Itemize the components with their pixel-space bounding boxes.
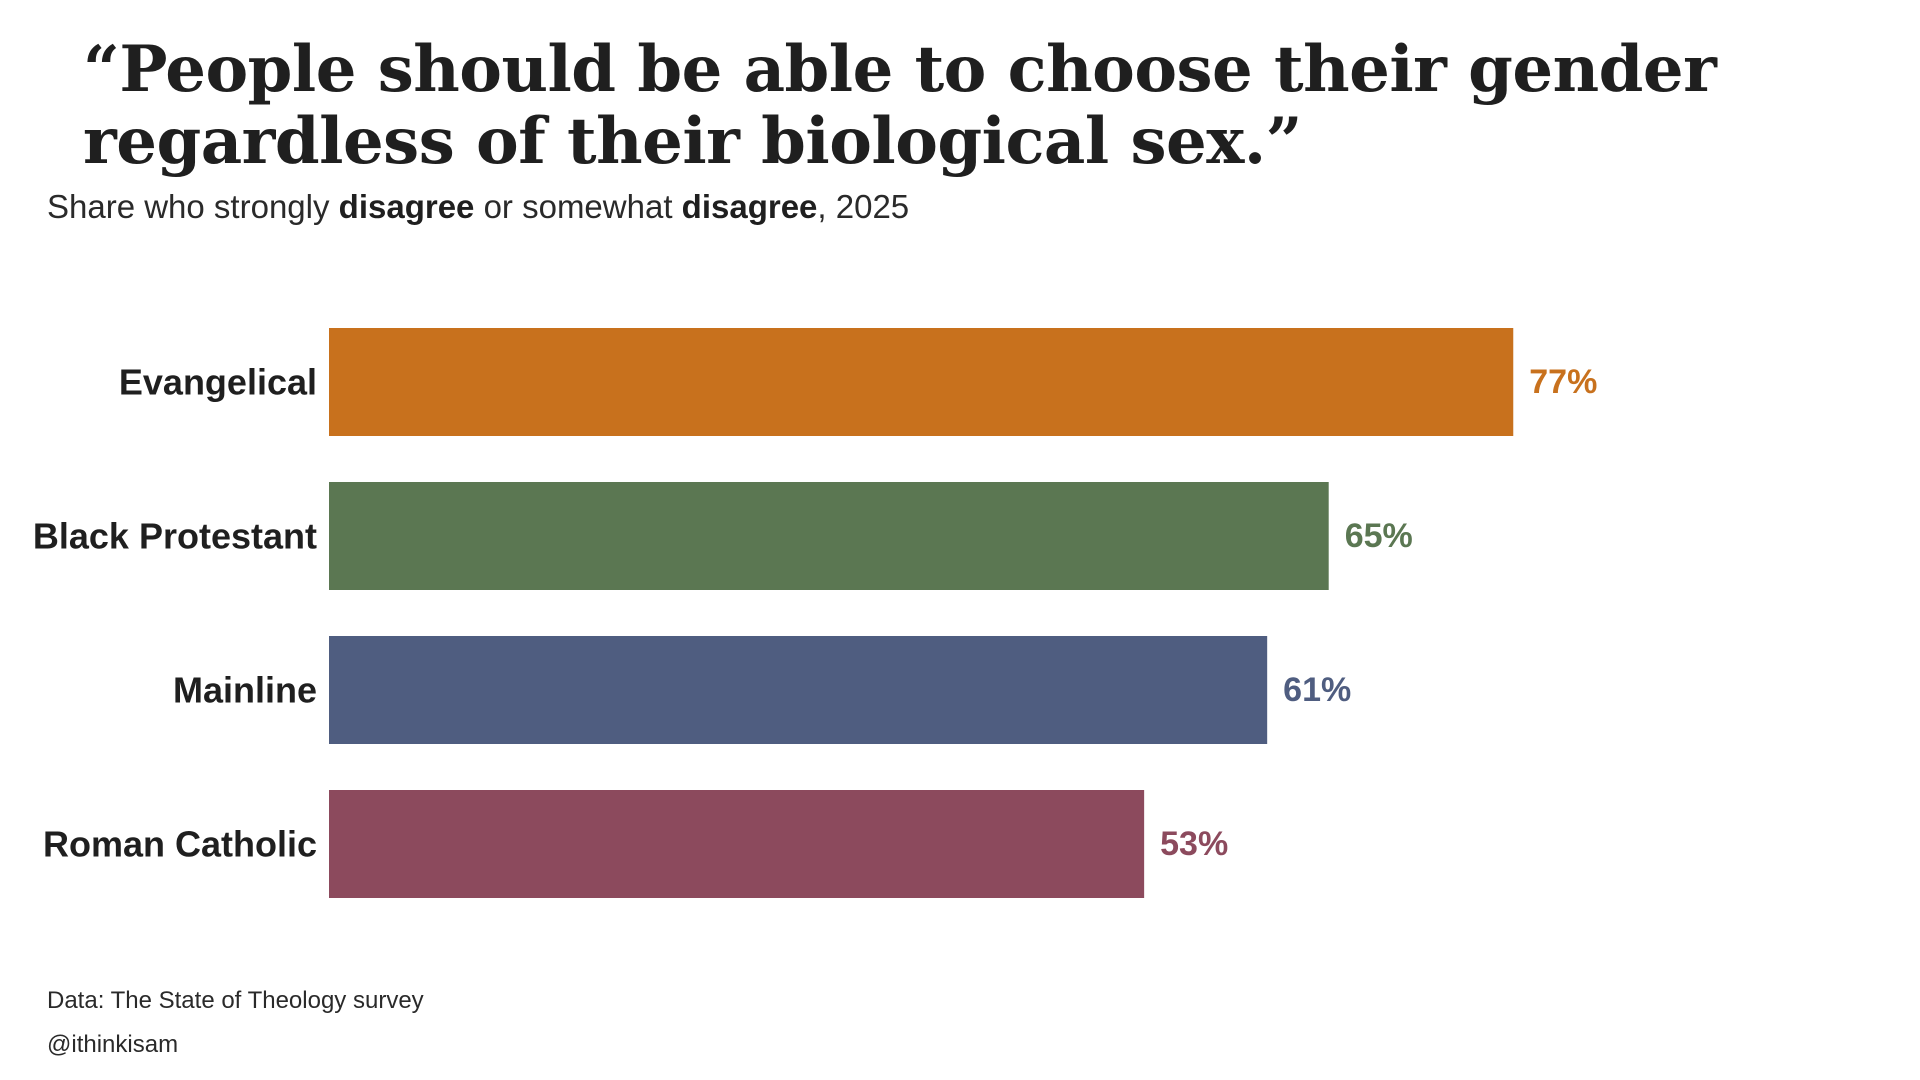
bar-mainline xyxy=(329,636,1268,744)
data-source-note: Data: The State of Theology survey xyxy=(47,987,424,1014)
subtitle-emphasis: disagree xyxy=(338,188,475,225)
author-handle: @ithinkisam xyxy=(47,1031,179,1058)
value-label: 77% xyxy=(1529,363,1597,401)
category-label: Evangelical xyxy=(119,362,317,403)
category-label: Black Protestant xyxy=(33,516,317,557)
value-label: 65% xyxy=(1345,517,1413,555)
value-label: 53% xyxy=(1160,825,1228,863)
subtitle-text: Share who strongly xyxy=(47,188,339,225)
category-label: Roman Catholic xyxy=(43,824,317,865)
subtitle-emphasis: disagree xyxy=(681,188,818,225)
subtitle-text: , 2025 xyxy=(817,188,910,225)
category-label: Mainline xyxy=(173,670,317,711)
chart-title: “People should be able to choose their g… xyxy=(83,32,1717,179)
subtitle-text: or somewhat xyxy=(474,188,682,225)
bar-evangelical xyxy=(329,328,1514,436)
bar-roman-catholic xyxy=(329,790,1145,898)
value-label: 61% xyxy=(1283,671,1351,709)
bar-black-protestant xyxy=(329,482,1329,590)
chart-subtitle: Share who strongly disagree or somewhat … xyxy=(47,188,909,226)
